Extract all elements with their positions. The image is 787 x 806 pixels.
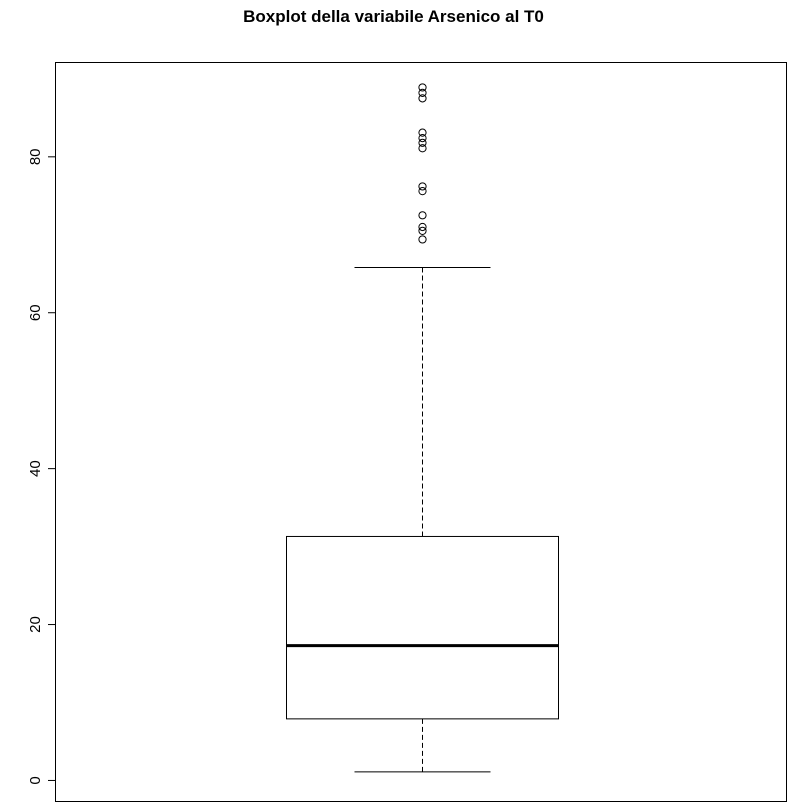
outlier-point [418, 182, 427, 191]
outlier-point [418, 222, 427, 232]
outlier-point [418, 211, 427, 220]
y-tick-label: 60 [27, 304, 44, 321]
iqr-box [286, 535, 559, 720]
outlier-point [418, 226, 427, 235]
y-tick-label: 80 [27, 148, 44, 165]
box-group [286, 267, 559, 773]
outlier-point [418, 83, 427, 92]
chart-title: Boxplot della variabile Arsenico al T0 [243, 7, 544, 26]
outlier-point [418, 94, 427, 103]
outlier-group [418, 83, 427, 244]
y-axis: 0 20 40 60 80 [27, 148, 56, 785]
outlier-point [418, 134, 427, 143]
outlier-point [418, 138, 427, 147]
outlier-point [418, 128, 427, 137]
outlier-point [418, 88, 427, 98]
outlier-point [418, 144, 427, 153]
y-tick-label: 20 [27, 616, 44, 633]
y-tick-label: 0 [27, 776, 44, 784]
y-tick-label: 40 [27, 460, 44, 477]
outlier-point [418, 187, 427, 196]
outlier-point [418, 235, 427, 244]
